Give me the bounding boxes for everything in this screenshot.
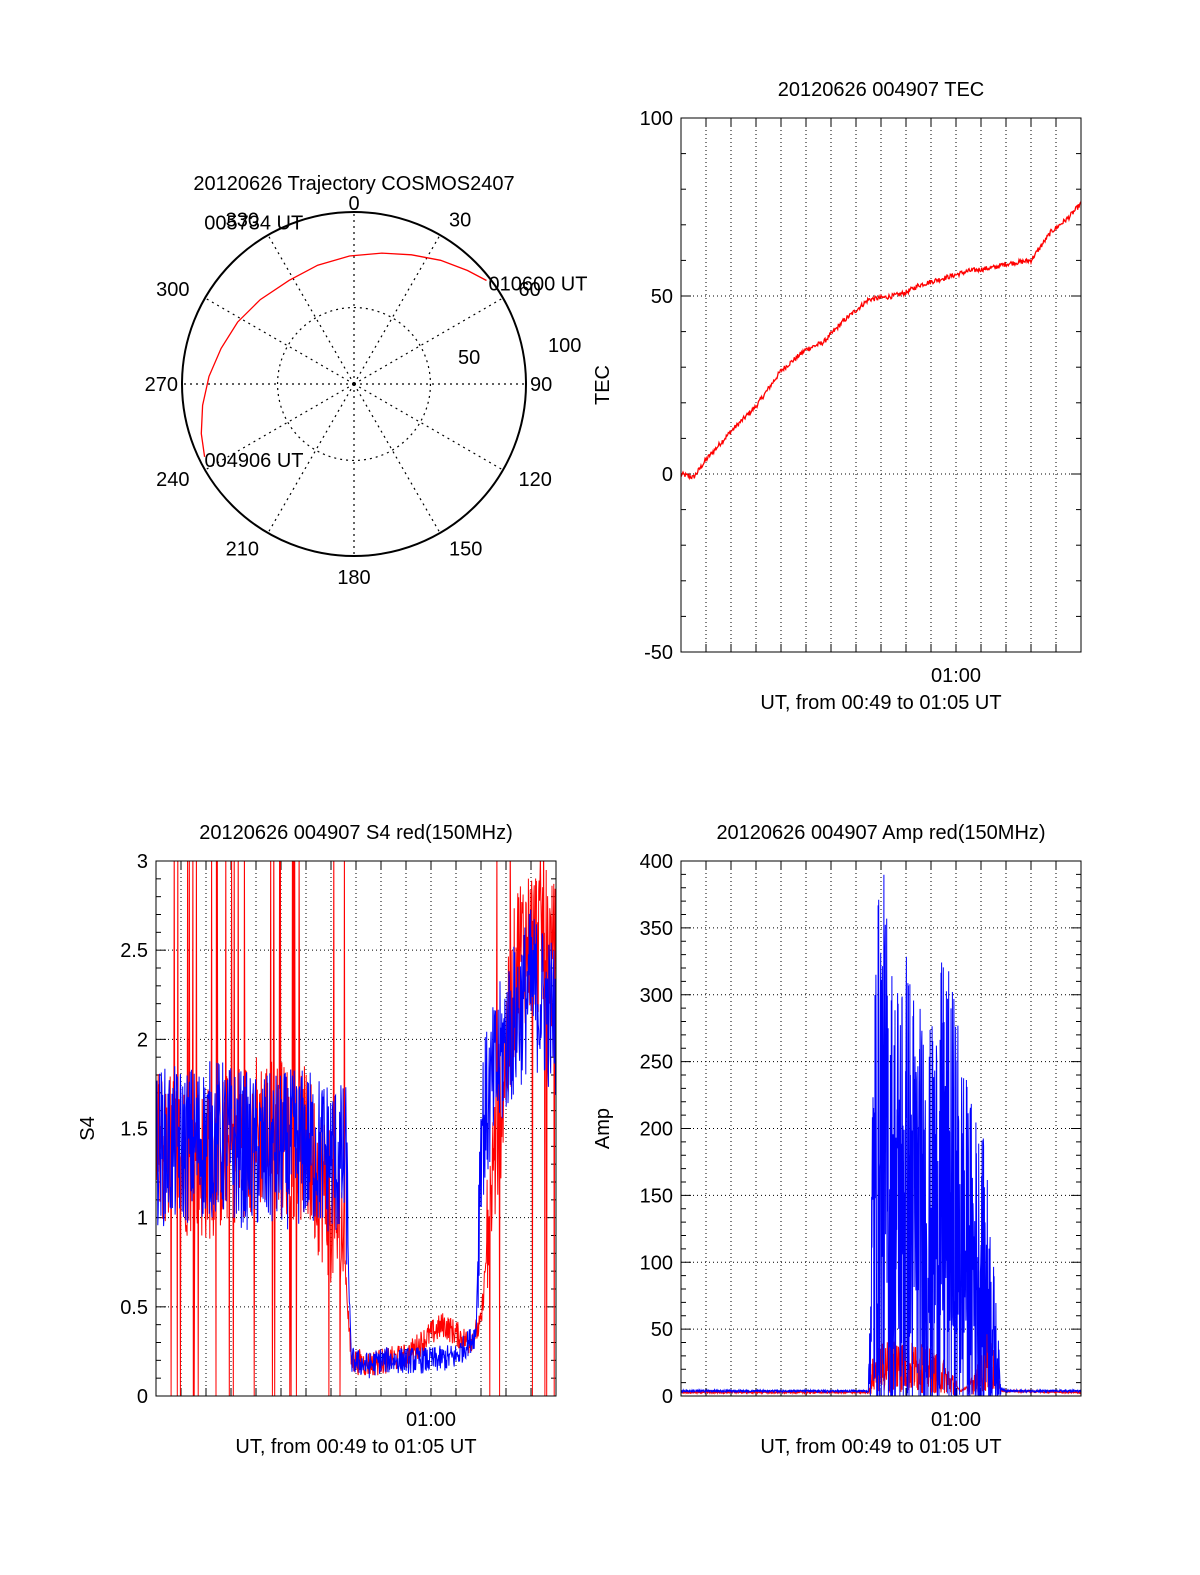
polar-spoke: [204, 383, 355, 471]
y-tick-label: 400: [640, 851, 673, 873]
polar-radial-label: 100: [548, 335, 581, 357]
y-tick-label: 0: [662, 464, 673, 486]
trajectory-line: [200, 252, 487, 457]
y-tick-label: 50: [651, 1319, 673, 1341]
polar-angle-label: 60: [519, 279, 541, 301]
y-tick-label: 100: [640, 108, 673, 130]
polar-angle-label: 240: [156, 469, 189, 491]
polar-spoke: [353, 297, 504, 385]
polar-angle-label: 270: [145, 374, 178, 396]
chart-title: 20120626 004907 Amp red(150MHz): [716, 822, 1045, 844]
s4-chart: 20120626 004907 S4 red(150MHz) 0 0.5 1 1.5 2 2…: [77, 822, 557, 1458]
amp-chart: 20120626 004907 Amp red(150MHz) 0 50 100 150…: [592, 822, 1082, 1458]
polar-angle-label: 180: [337, 567, 370, 589]
tec-chart: 20120626 004907 TEC -50 0 50 100 01:00 UT, fro…: [592, 79, 1082, 714]
trajectory-time-label: 005734 UT: [204, 213, 303, 235]
chart-title: 20120626 004907 TEC: [778, 79, 984, 101]
y-tick-label: 50: [651, 286, 673, 308]
y-tick-label: 1: [137, 1208, 148, 1230]
trajectory-time-label: 004906 UT: [205, 450, 304, 472]
polar-angle-label: 120: [519, 469, 552, 491]
polar-spoke: [353, 234, 441, 385]
y-tick-label: 150: [640, 1185, 673, 1207]
x-axis-label: UT, from 00:49 to 01:05 UT: [760, 692, 1001, 714]
y-tick-label: 2: [137, 1029, 148, 1051]
y-tick-label: -50: [644, 642, 673, 664]
plot-frame: [680, 860, 1082, 1397]
y-tick-label: 0: [137, 1386, 148, 1408]
x-tick-label: 01:00: [406, 1409, 456, 1431]
x-tick-label: 01:00: [931, 1409, 981, 1431]
y-axis-label: S4: [77, 1116, 99, 1140]
x-axis-label: UT, from 00:49 to 01:05 UT: [760, 1436, 1001, 1458]
polar-elevation-circle: [276, 306, 432, 462]
y-tick-label: 0.5: [120, 1297, 148, 1319]
y-tick-label: 200: [640, 1119, 673, 1141]
x-tick-label: 01:00: [931, 665, 981, 687]
polar-radial-label: 50: [458, 347, 480, 369]
polar-angle-label: 90: [530, 374, 552, 396]
y-axis-label: Amp: [592, 1108, 614, 1149]
y-tick-label: 350: [640, 918, 673, 940]
y-tick-label: 300: [640, 985, 673, 1007]
series-line: [681, 201, 1081, 481]
polar-spoke: [204, 297, 355, 385]
y-tick-label: 0: [662, 1386, 673, 1408]
polar-spoke: [267, 383, 355, 534]
polar-angle-label: 150: [449, 539, 482, 561]
y-tick-label: 3: [137, 851, 148, 873]
polar-outer-circle: [181, 211, 527, 557]
polar-title: 20120626 Trajectory COSMOS2407: [193, 173, 514, 195]
y-axis-label: TEC: [592, 365, 614, 405]
polar-spoke: [267, 234, 355, 385]
polar-angle-label: 300: [156, 279, 189, 301]
series-line: [156, 909, 556, 1379]
trajectory-time-label: 010600 UT: [489, 273, 588, 295]
polar-angle-label: 210: [226, 539, 259, 561]
y-tick-label: 2.5: [120, 940, 148, 962]
plot-frame: [155, 860, 557, 1397]
series-line: [681, 874, 1081, 1396]
polar-angle-label: 30: [449, 209, 471, 231]
y-tick-label: 100: [640, 1252, 673, 1274]
series-line: [156, 861, 556, 1396]
y-tick-label: 250: [640, 1052, 673, 1074]
polar-angle-label: 0: [348, 193, 359, 215]
polar-angle-label: 330: [226, 209, 259, 231]
chart-title: 20120626 004907 S4 red(150MHz): [199, 822, 513, 844]
y-tick-label: 1.5: [120, 1119, 148, 1141]
plot-frame: [680, 117, 1082, 653]
polar-spoke: [353, 383, 441, 534]
x-axis-label: UT, from 00:49 to 01:05 UT: [235, 1436, 476, 1458]
polar-spoke: [353, 383, 504, 471]
